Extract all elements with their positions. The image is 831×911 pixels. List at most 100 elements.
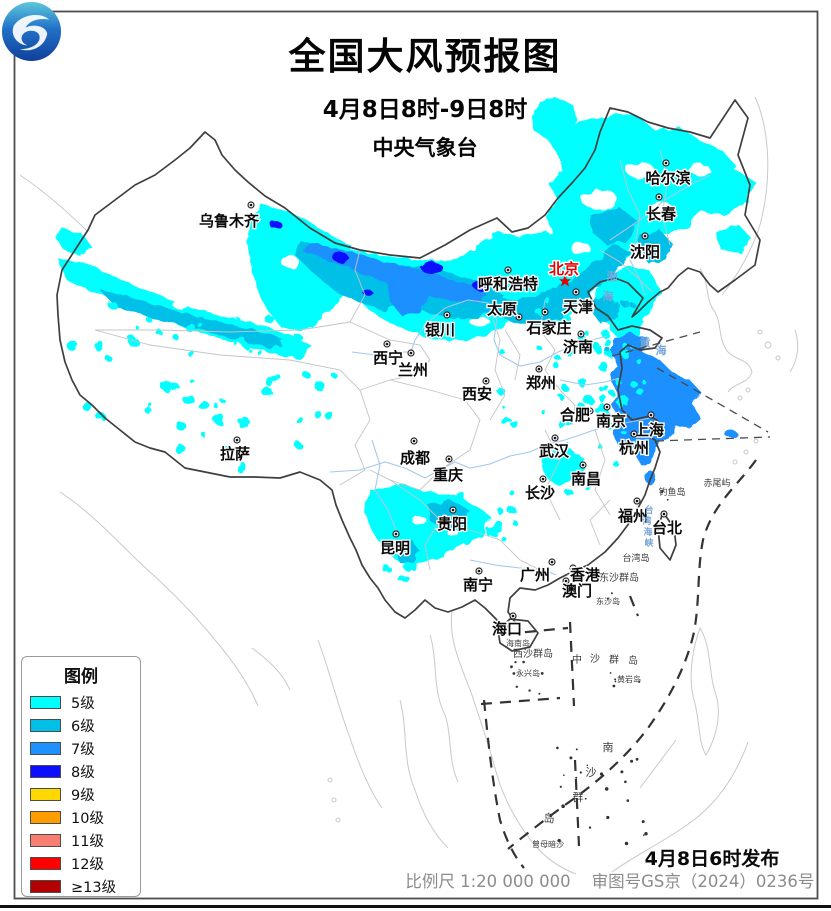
forecast-period: 4月8日8时-9日8时 <box>322 97 528 123</box>
legend-swatch <box>30 880 61 893</box>
island-specks <box>510 489 669 846</box>
speckle <box>303 372 311 380</box>
city-label: 乌鲁木齐 <box>199 212 260 230</box>
speckle <box>545 298 551 304</box>
speckle <box>515 685 518 688</box>
capital-star-marker <box>559 275 571 287</box>
speckle <box>592 342 600 351</box>
logo-swirl <box>12 14 50 51</box>
speckle <box>622 343 628 350</box>
speckle <box>565 348 574 356</box>
speckle <box>512 672 516 675</box>
speckle <box>325 411 334 421</box>
speckle <box>510 420 519 428</box>
legend-title: 图例 <box>64 667 98 687</box>
city-marker-dot <box>649 413 653 417</box>
legend-label: 11级 <box>71 834 104 850</box>
speckle <box>289 317 296 324</box>
wind-holes <box>173 162 710 536</box>
island-label: 台湾岛 <box>622 552 649 564</box>
island-label: 岛 <box>628 654 638 667</box>
speckle <box>456 492 466 502</box>
legend-swatch <box>30 742 61 755</box>
speckle <box>641 379 646 385</box>
city-marker-dot <box>477 569 481 573</box>
city-marker-dot <box>409 351 413 355</box>
speckle <box>584 797 587 800</box>
speckle <box>144 406 152 414</box>
city-marker-dot <box>447 457 451 461</box>
speckle <box>212 402 218 407</box>
city-marker-dot <box>249 203 253 207</box>
city-marker-dot <box>511 614 515 618</box>
city-label: 南昌 <box>571 470 601 488</box>
city-label: 南京 <box>596 412 626 430</box>
legend-item: 11级 <box>30 833 140 850</box>
speckle <box>402 562 412 571</box>
city-marker-dot <box>541 477 545 481</box>
speckle <box>257 350 263 356</box>
speckle <box>557 838 561 843</box>
city-label: 呼和浩特 <box>478 275 538 293</box>
speckle <box>540 409 546 414</box>
island-label: 赤尾屿 <box>703 478 730 489</box>
island-label: 西沙群岛 <box>513 647 553 660</box>
legend-swatch <box>30 765 61 778</box>
speckle <box>613 302 621 309</box>
city-label: 拉萨 <box>220 445 250 463</box>
city-marker-dot <box>543 310 547 314</box>
city-marker-dot <box>664 161 668 165</box>
speckle <box>272 313 278 319</box>
speckle <box>559 785 562 788</box>
speckle <box>609 672 612 674</box>
speckle <box>522 660 525 664</box>
city-marker-dot <box>564 579 568 583</box>
legend-label: 7级 <box>71 742 95 758</box>
speckle <box>270 308 276 314</box>
wind-level8-areas <box>270 221 487 296</box>
sea-label: 海 <box>656 343 667 357</box>
approval-number: 审图号GS京（2024）0236号 <box>591 872 815 891</box>
speckle <box>575 748 578 751</box>
speckle <box>107 300 117 310</box>
speckle <box>213 413 225 425</box>
speckle <box>584 330 589 335</box>
speckle <box>510 665 513 669</box>
sea-boundary-dashes <box>611 331 771 442</box>
speckle <box>554 354 561 361</box>
speckle <box>594 406 602 414</box>
city-label: 济南 <box>563 338 593 356</box>
island-label: 群 <box>609 653 619 666</box>
legend-item: 5级 <box>30 695 140 712</box>
speckle <box>265 377 274 387</box>
island-label: 黄岩岛 <box>617 674 641 684</box>
speckle <box>200 431 206 437</box>
city-marker-dot <box>484 379 488 383</box>
speckle <box>630 380 638 388</box>
cma-logo <box>1 1 62 62</box>
speckle <box>540 458 545 463</box>
speckle <box>403 575 410 582</box>
sea-label: 台 <box>644 504 653 516</box>
speckle <box>246 347 250 351</box>
title-block: 全国大风预报图 4月8日8时-9日8时 中央气象台 <box>289 26 562 162</box>
speckle <box>575 776 578 779</box>
city-label: 天津 <box>563 298 593 316</box>
city-label: 福州 <box>617 507 648 525</box>
speckle <box>172 333 179 340</box>
map-frame <box>13 10 819 900</box>
city-label: 贵阳 <box>437 515 467 533</box>
speckle <box>500 535 506 542</box>
legend-item: ≥13级 <box>30 879 140 896</box>
bottom-rule <box>0 905 831 908</box>
city-marker-dot <box>588 409 592 413</box>
sea-label: 峡 <box>644 537 654 549</box>
speckle <box>605 347 611 353</box>
speckle <box>175 420 186 431</box>
island-label: 岛 <box>544 811 555 825</box>
city-marker-dot <box>643 234 647 238</box>
speckle <box>606 597 609 600</box>
